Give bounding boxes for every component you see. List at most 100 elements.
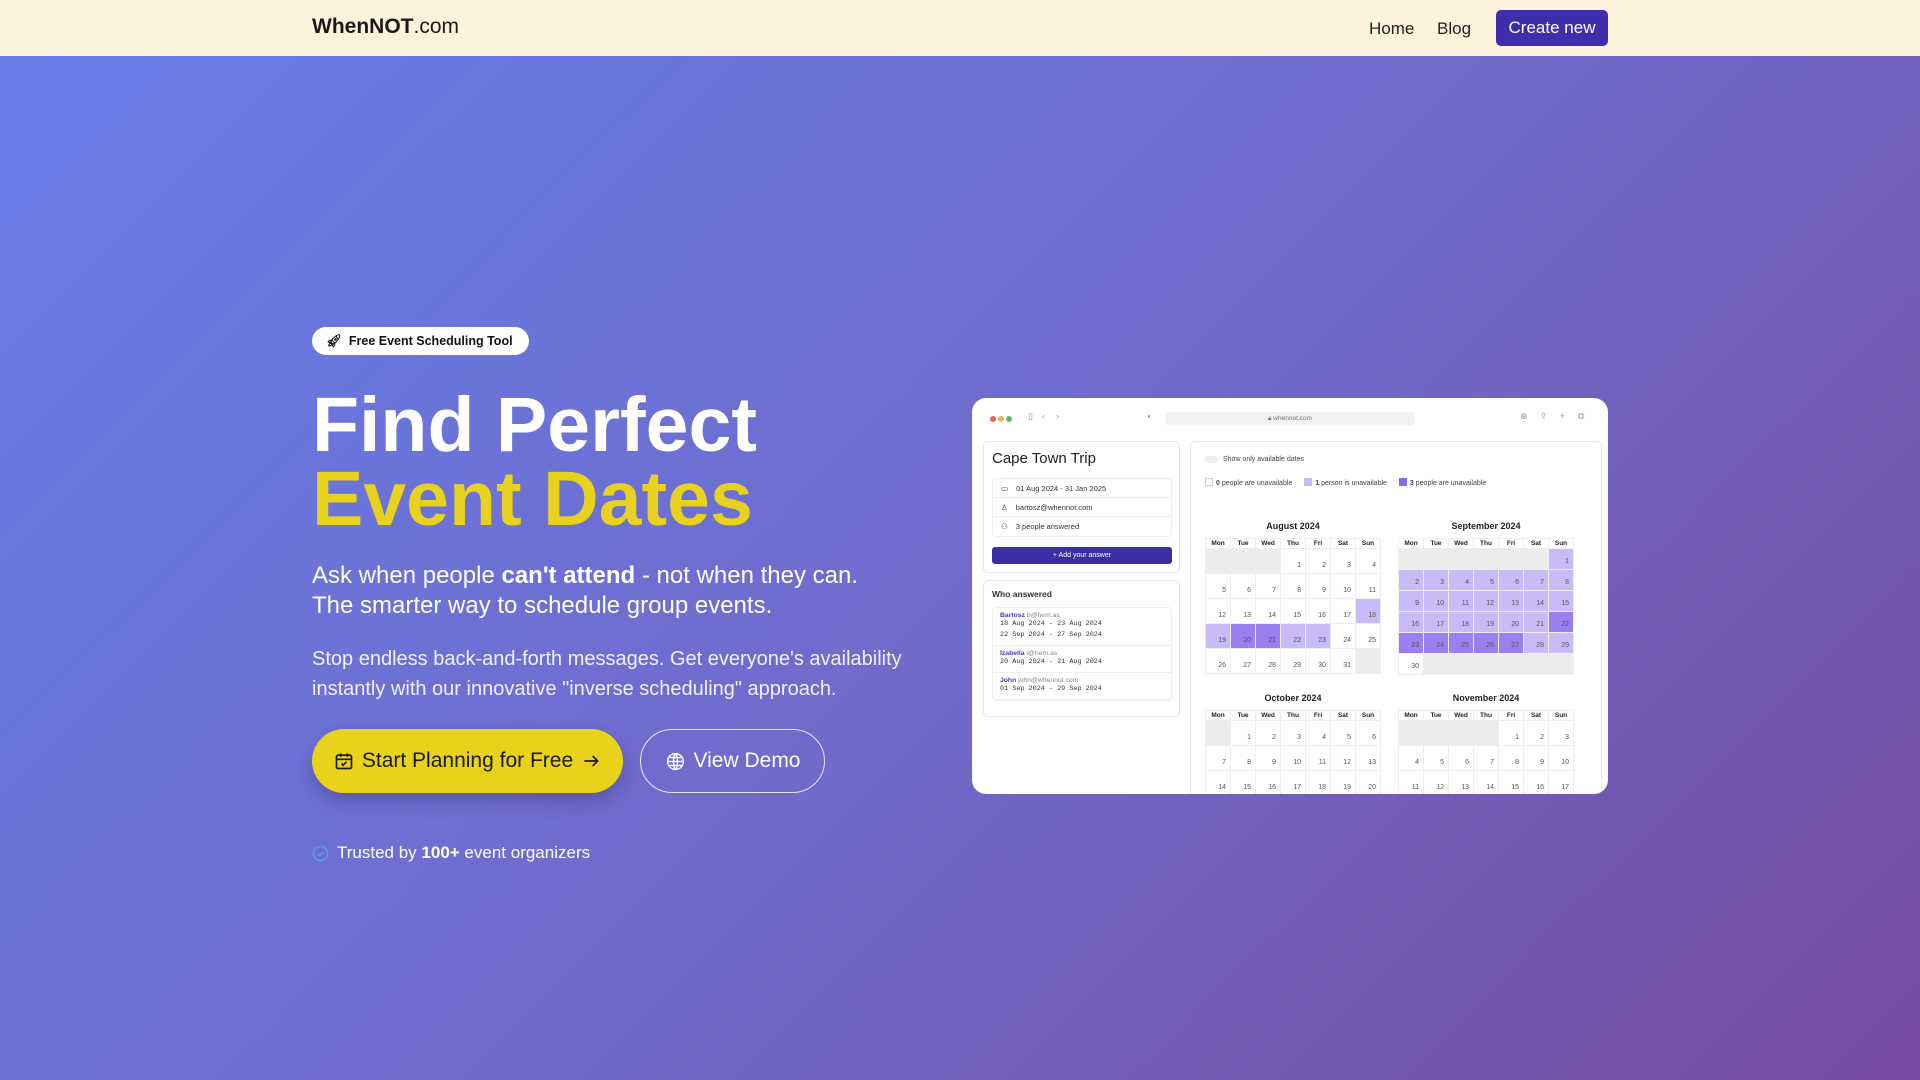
day-cell[interactable]: 10: [1281, 746, 1306, 771]
day-cell[interactable]: 13: [1356, 746, 1381, 771]
day-cell[interactable]: 22: [1549, 612, 1574, 633]
day-cell[interactable]: 28: [1256, 649, 1281, 674]
day-cell[interactable]: 11: [1356, 574, 1381, 599]
day-cell[interactable]: 8: [1231, 746, 1256, 771]
view-demo-button[interactable]: View Demo: [640, 729, 825, 793]
day-cell[interactable]: 6: [1356, 721, 1381, 746]
available-toggle[interactable]: Show only available dates: [1205, 456, 1304, 463]
start-planning-button[interactable]: Start Planning for Free: [312, 729, 623, 793]
day-cell[interactable]: 24: [1424, 633, 1449, 654]
create-new-button[interactable]: Create new: [1496, 10, 1608, 46]
day-cell[interactable]: 18: [1306, 771, 1331, 794]
day-cell[interactable]: 15: [1549, 591, 1574, 612]
day-cell[interactable]: 4: [1306, 721, 1331, 746]
day-cell[interactable]: 12: [1206, 599, 1231, 624]
day-cell[interactable]: 19: [1206, 624, 1231, 649]
day-cell[interactable]: 17: [1281, 771, 1306, 794]
day-cell[interactable]: 13: [1499, 591, 1524, 612]
day-cell[interactable]: 7: [1524, 570, 1549, 591]
day-cell[interactable]: 16: [1399, 612, 1424, 633]
day-cell[interactable]: 21: [1524, 612, 1549, 633]
day-cell[interactable]: 3: [1549, 721, 1574, 746]
day-cell[interactable]: 11: [1399, 771, 1424, 794]
day-cell[interactable]: 22: [1281, 624, 1306, 649]
day-cell[interactable]: 15: [1231, 771, 1256, 794]
day-cell[interactable]: 5: [1206, 574, 1231, 599]
day-cell[interactable]: 18: [1356, 599, 1381, 624]
day-cell[interactable]: 5: [1424, 746, 1449, 771]
day-cell[interactable]: 20: [1356, 771, 1381, 794]
day-cell[interactable]: 17: [1331, 599, 1356, 624]
day-cell[interactable]: 19: [1474, 612, 1499, 633]
day-cell[interactable]: 10: [1424, 591, 1449, 612]
day-cell[interactable]: 10: [1331, 574, 1356, 599]
nav-home[interactable]: Home: [1369, 19, 1415, 38]
day-cell[interactable]: 16: [1306, 599, 1331, 624]
day-cell[interactable]: 1: [1499, 721, 1524, 746]
day-cell[interactable]: 24: [1331, 624, 1356, 649]
day-cell[interactable]: 2: [1524, 721, 1549, 746]
day-cell[interactable]: 4: [1356, 549, 1381, 574]
logo[interactable]: WhenNOT.com: [312, 15, 459, 39]
day-cell[interactable]: 8: [1549, 570, 1574, 591]
day-cell[interactable]: 14: [1206, 771, 1231, 794]
day-cell[interactable]: 11: [1449, 591, 1474, 612]
day-cell[interactable]: 14: [1256, 599, 1281, 624]
day-cell[interactable]: 27: [1499, 633, 1524, 654]
day-cell[interactable]: 9: [1306, 574, 1331, 599]
day-cell[interactable]: 2: [1256, 721, 1281, 746]
day-cell[interactable]: 1: [1549, 549, 1574, 570]
day-cell[interactable]: 15: [1281, 599, 1306, 624]
day-cell[interactable]: 26: [1206, 649, 1231, 674]
day-cell[interactable]: 3: [1281, 721, 1306, 746]
day-cell[interactable]: 12: [1331, 746, 1356, 771]
day-cell[interactable]: 13: [1231, 599, 1256, 624]
day-cell[interactable]: 13: [1449, 771, 1474, 794]
day-cell[interactable]: 6: [1499, 570, 1524, 591]
day-cell[interactable]: 16: [1524, 771, 1549, 794]
toggle-switch[interactable]: [1205, 456, 1218, 463]
day-cell[interactable]: 21: [1256, 624, 1281, 649]
day-cell[interactable]: 6: [1231, 574, 1256, 599]
day-cell[interactable]: 6: [1449, 746, 1474, 771]
day-cell[interactable]: 23: [1399, 633, 1424, 654]
day-cell[interactable]: 5: [1474, 570, 1499, 591]
day-cell[interactable]: 25: [1449, 633, 1474, 654]
day-cell[interactable]: 3: [1424, 570, 1449, 591]
day-cell[interactable]: 30: [1399, 654, 1424, 675]
day-cell[interactable]: 1: [1231, 721, 1256, 746]
day-cell[interactable]: 30: [1306, 649, 1331, 674]
day-cell[interactable]: 23: [1306, 624, 1331, 649]
day-cell[interactable]: 20: [1231, 624, 1256, 649]
day-cell[interactable]: 14: [1474, 771, 1499, 794]
day-cell[interactable]: 20: [1499, 612, 1524, 633]
day-cell[interactable]: 25: [1356, 624, 1381, 649]
day-cell[interactable]: 7: [1256, 574, 1281, 599]
day-cell[interactable]: 16: [1256, 771, 1281, 794]
day-cell[interactable]: 26: [1474, 633, 1499, 654]
day-cell[interactable]: 17: [1549, 771, 1574, 794]
day-cell[interactable]: 10: [1549, 746, 1574, 771]
day-cell[interactable]: 11: [1306, 746, 1331, 771]
day-cell[interactable]: 15: [1499, 771, 1524, 794]
day-cell[interactable]: 27: [1231, 649, 1256, 674]
day-cell[interactable]: 18: [1449, 612, 1474, 633]
day-cell[interactable]: 19: [1331, 771, 1356, 794]
day-cell[interactable]: 7: [1474, 746, 1499, 771]
day-cell[interactable]: 9: [1256, 746, 1281, 771]
add-answer-button[interactable]: + Add your answer: [992, 547, 1172, 564]
day-cell[interactable]: 29: [1281, 649, 1306, 674]
day-cell[interactable]: 5: [1331, 721, 1356, 746]
day-cell[interactable]: 2: [1306, 549, 1331, 574]
day-cell[interactable]: 7: [1206, 746, 1231, 771]
day-cell[interactable]: 8: [1281, 574, 1306, 599]
day-cell[interactable]: 14: [1524, 591, 1549, 612]
day-cell[interactable]: 1: [1281, 549, 1306, 574]
day-cell[interactable]: 9: [1524, 746, 1549, 771]
day-cell[interactable]: 28: [1524, 633, 1549, 654]
day-cell[interactable]: 8: [1499, 746, 1524, 771]
day-cell[interactable]: 3: [1331, 549, 1356, 574]
nav-blog[interactable]: Blog: [1437, 19, 1472, 38]
day-cell[interactable]: 4: [1449, 570, 1474, 591]
day-cell[interactable]: 12: [1424, 771, 1449, 794]
